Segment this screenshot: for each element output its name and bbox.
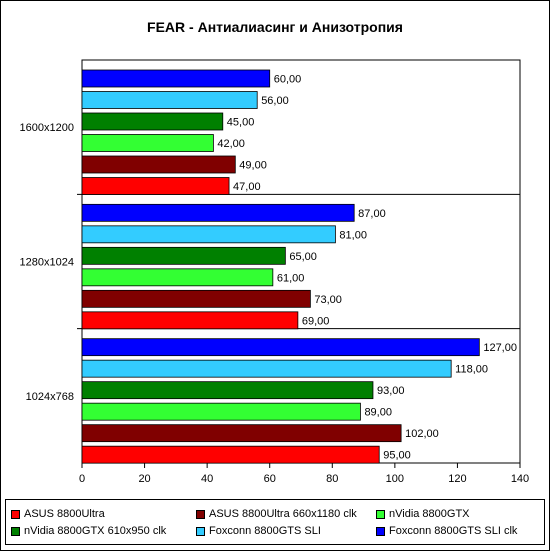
value-labels: 60,00 56,00 45,00 42,00 49,00 47,00 87,00 81,00… [217,74,517,462]
legend: ASUS 8800Ultra ASUS 8800Ultra 660x1180 cl… [5,499,545,545]
value-label: 56,00 [261,95,289,107]
bar [81,155,236,174]
x-axis: 0 20 40 60 80 100 120 140 [79,463,529,485]
x-tick-label: 20 [138,473,150,485]
legend-label: nVidia 8800GTX [389,508,470,520]
bar [81,268,274,287]
value-label: 49,00 [239,160,267,172]
category-label: 1280x1024 [20,257,74,269]
bar [81,91,258,109]
value-label: 60,00 [274,74,302,86]
bar [81,424,402,443]
chart-title: FEAR - Антиалиасинг и Анизотропия [147,19,403,35]
legend-item: Foxconn 8800GTS SLI clk [376,524,517,538]
x-tick-label: 120 [448,473,466,485]
legend-item: ASUS 8800Ultra 660x1180 clk [196,507,357,521]
legend-swatch [376,526,385,536]
legend-item: Foxconn 8800GTS SLI [196,524,321,538]
x-tick-label: 60 [264,473,276,485]
value-label: 73,00 [314,294,342,306]
x-tick-label: 40 [201,473,213,485]
bar [81,311,299,330]
bar [81,134,214,152]
legend-swatch [196,526,205,536]
legend-item: nVidia 8800GTX [376,507,470,521]
bar [81,289,311,308]
value-label: 45,00 [227,117,255,129]
legend-label: Foxconn 8800GTS SLI clk [389,525,518,537]
legend-swatch [376,509,385,519]
value-label: 61,00 [277,272,305,284]
bar [81,359,452,378]
bar [81,112,224,131]
value-label: 47,00 [233,181,261,193]
bar [81,246,286,265]
bar [81,69,271,88]
value-label: 42,00 [217,138,245,150]
bar [81,225,336,244]
bar [81,338,480,357]
legend-item: ASUS 8800Ultra [11,507,105,521]
legend-label: ASUS 8800Ultra [24,508,105,520]
legend-item: nVidia 8800GTX 610x950 clk [11,524,166,538]
value-label: 81,00 [339,229,367,241]
x-tick-label: 80 [326,473,338,485]
legend-swatch [11,526,20,536]
bar [81,381,374,400]
category-label: 1024x768 [26,391,74,403]
x-tick-label: 0 [79,473,85,485]
bar [81,402,361,421]
bar [81,203,355,222]
value-label: 65,00 [289,251,317,263]
value-label: 118,00 [455,364,488,376]
category-labels: 1600x1200 1280x1024 1024x768 [20,122,74,403]
legend-swatch [11,509,20,519]
x-tick-label: 140 [511,473,529,485]
value-label: 127,00 [483,342,517,354]
value-label: 102,00 [405,428,439,440]
x-tick-label: 100 [386,473,404,485]
value-label: 89,00 [364,407,392,419]
bar-chart: FEAR - Антиалиасинг и Анизотропия 60,00 5… [20,19,530,485]
bars [81,69,480,464]
bar [81,445,380,464]
value-label: 95,00 [383,450,411,462]
value-label: 93,00 [377,385,405,397]
bar [81,177,230,195]
legend-label: Foxconn 8800GTS SLI [209,525,321,537]
legend-swatch [196,509,205,519]
value-label: 69,00 [302,315,330,327]
category-label: 1600x1200 [20,122,74,134]
value-label: 87,00 [358,208,386,220]
legend-label: nVidia 8800GTX 610x950 clk [24,525,167,537]
legend-label: ASUS 8800Ultra 660x1180 clk [209,508,357,520]
